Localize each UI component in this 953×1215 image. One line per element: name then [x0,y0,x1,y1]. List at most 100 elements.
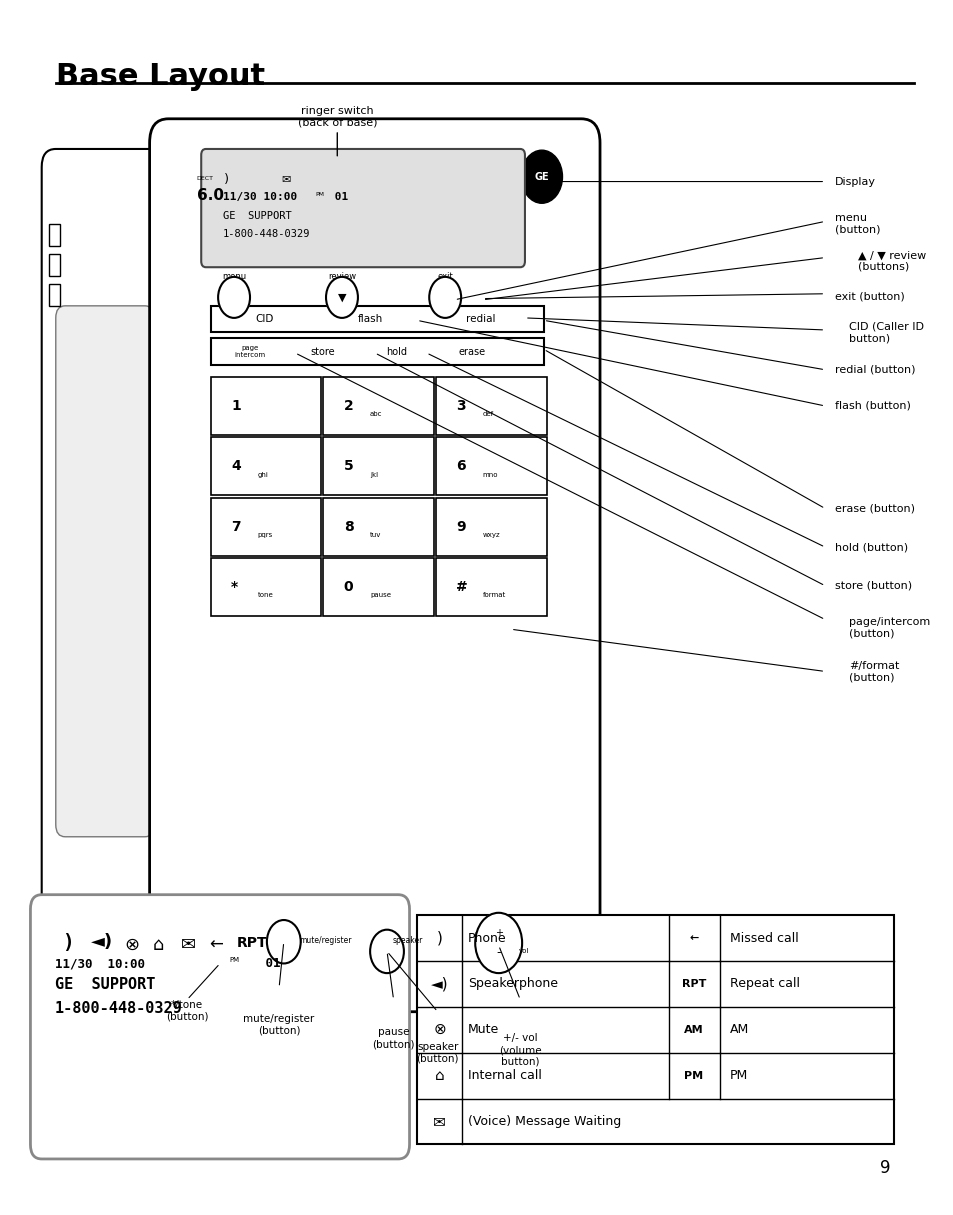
Text: ←: ← [688,933,698,943]
Text: vol: vol [517,949,528,955]
Text: #/format
(button): #/format (button) [848,661,898,683]
Text: redial: redial [466,315,495,324]
Text: ←: ← [209,936,222,954]
Circle shape [218,277,250,318]
Text: 01: 01 [328,192,348,203]
Circle shape [267,920,300,963]
Text: 6.0: 6.0 [196,187,223,203]
Text: ringer switch
(back of base): ringer switch (back of base) [297,106,376,156]
Text: 1-800-448-0329: 1-800-448-0329 [54,1001,182,1016]
Text: Phone: Phone [467,932,506,944]
Bar [211,437,321,496]
Bar [211,558,321,616]
Text: PM: PM [683,1070,702,1080]
Text: page/intercom
(button): page/intercom (button) [848,617,929,639]
Text: menu: menu [222,272,246,281]
Text: tuv: tuv [370,532,381,538]
Bar [50,224,60,245]
Text: speaker: speaker [392,936,422,945]
Circle shape [370,929,403,973]
Text: PM: PM [229,957,239,963]
Text: AM: AM [729,1023,748,1036]
Text: CID (Caller ID
button): CID (Caller ID button) [848,322,923,343]
Text: CID: CID [255,315,274,324]
Text: RPT: RPT [681,979,705,989]
Text: abc: abc [370,412,382,418]
Text: AM: AM [683,1024,703,1035]
Text: 7: 7 [231,520,240,533]
Text: GE  SUPPORT: GE SUPPORT [223,210,292,220]
Text: RPT: RPT [236,936,267,950]
FancyBboxPatch shape [150,119,599,1012]
Text: 9: 9 [456,520,466,533]
Text: DECT: DECT [196,175,213,181]
Text: ✉: ✉ [180,936,195,954]
Text: ✉: ✉ [281,175,290,186]
Text: hold: hold [386,346,407,357]
Text: GE  SUPPORT: GE SUPPORT [54,977,155,991]
Text: format: format [482,593,505,599]
Text: 9: 9 [880,1159,890,1177]
Text: menu
(button): menu (button) [834,213,880,234]
Text: pqrs: pqrs [257,532,273,538]
Text: PM: PM [315,192,324,197]
Circle shape [326,277,357,318]
Text: pause
(button): pause (button) [372,1028,415,1049]
Bar [211,339,543,364]
Text: exit: exit [436,272,453,281]
Text: *: * [231,580,238,594]
Text: erase (button): erase (button) [834,503,914,514]
Text: -: - [496,946,500,959]
Text: ghi: ghi [257,471,268,477]
Text: ): ) [436,931,442,945]
Text: Base Layout: Base Layout [55,62,265,91]
Text: pause: pause [370,593,391,599]
Text: flash (button): flash (button) [834,401,909,411]
Text: 1: 1 [231,399,241,413]
Text: ⊗: ⊗ [124,936,139,954]
Text: erase: erase [458,346,485,357]
Bar [50,254,60,276]
Text: 11/30  10:00: 11/30 10:00 [54,957,145,971]
Text: ⌂: ⌂ [152,936,164,954]
Text: tone: tone [257,593,273,599]
Text: ): ) [62,933,74,953]
Circle shape [520,151,562,203]
Text: mute/register: mute/register [298,936,351,945]
Text: 8: 8 [343,520,354,533]
Text: Mute: Mute [467,1023,498,1036]
Text: ◄): ◄) [91,933,112,951]
Bar [323,498,434,555]
Text: mno: mno [482,471,497,477]
Text: ): ) [223,173,230,186]
Bar [323,377,434,435]
Circle shape [429,277,460,318]
Text: 1-800-448-0329: 1-800-448-0329 [223,228,310,238]
Text: PM: PM [729,1069,747,1083]
Bar [323,558,434,616]
Text: review: review [328,272,355,281]
Text: ⊗: ⊗ [433,1022,445,1038]
Bar [436,498,546,555]
Bar [416,915,893,1145]
Text: mute/register
(button): mute/register (button) [243,1015,314,1035]
Text: Internal call: Internal call [467,1069,541,1083]
FancyBboxPatch shape [42,149,172,1006]
Text: 0: 0 [343,580,354,594]
Text: +: + [495,928,502,938]
Text: GE: GE [534,171,549,182]
Text: 4: 4 [231,459,241,474]
Text: 5: 5 [343,459,354,474]
Bar [211,377,321,435]
Text: store: store [311,346,335,357]
Text: wxyz: wxyz [482,532,499,538]
Text: Speakerphone: Speakerphone [467,978,558,990]
Text: flash: flash [357,315,382,324]
Text: speaker
(button): speaker (button) [416,1042,458,1063]
Bar [323,437,434,496]
Circle shape [475,912,521,973]
Text: */tone
(button): */tone (button) [166,1000,208,1022]
Text: 01: 01 [243,957,280,971]
Text: ⌂: ⌂ [435,1068,444,1084]
Text: +/- vol
(volume
button): +/- vol (volume button) [498,1034,541,1067]
